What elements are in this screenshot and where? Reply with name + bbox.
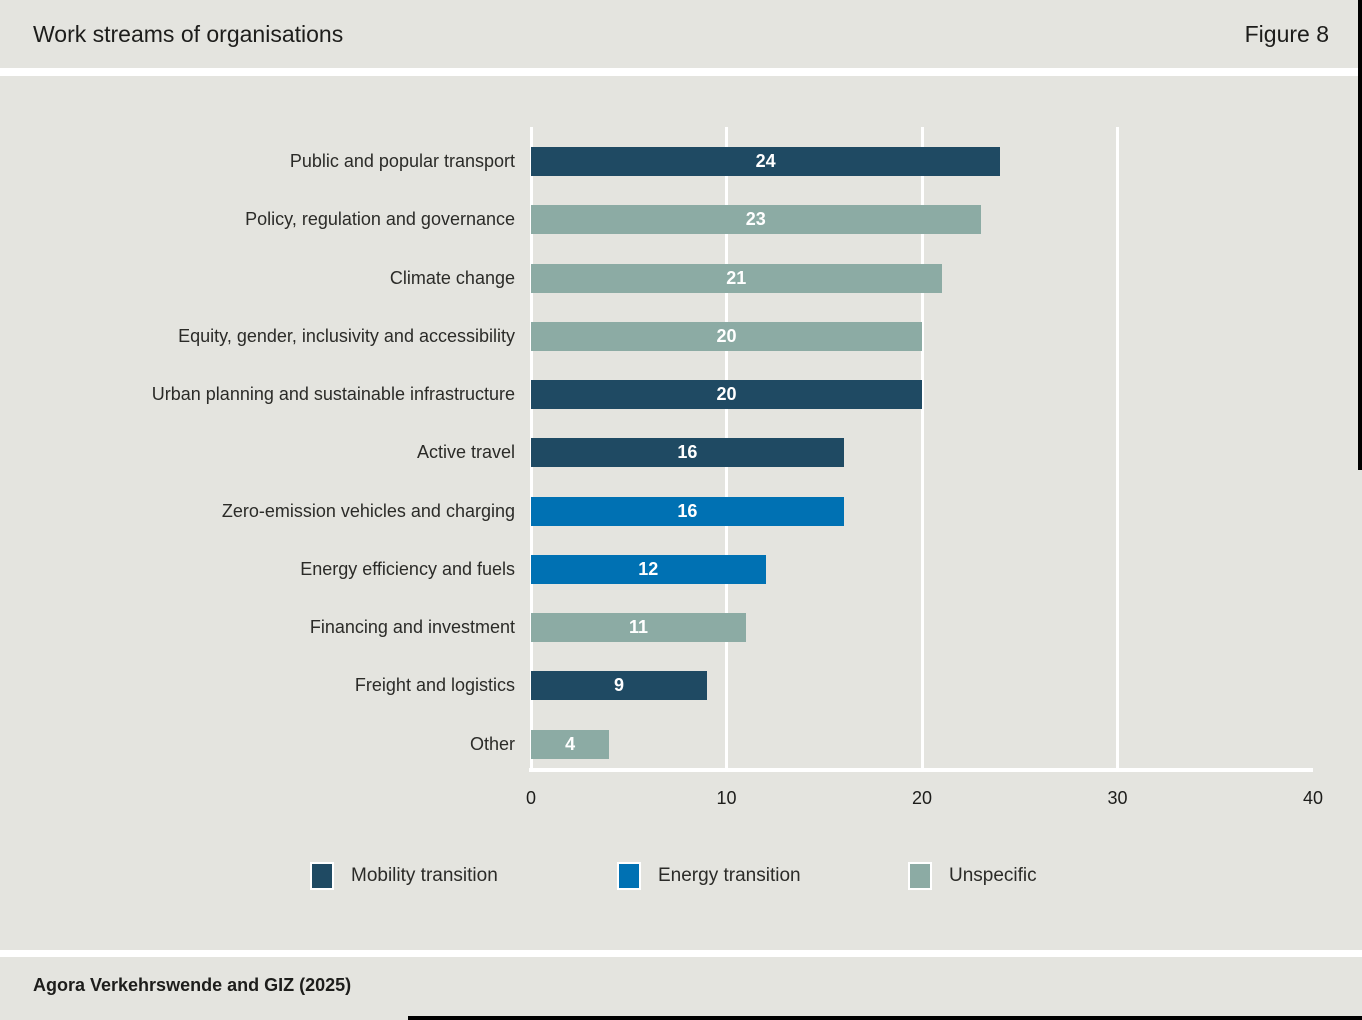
- bar-energy: 12: [531, 554, 766, 584]
- x-tick-label: 40: [1302, 788, 1324, 808]
- x-tick-label: 10: [716, 788, 737, 808]
- bar-value-label: 16: [677, 500, 698, 521]
- legend-item-unspecific: Unspecific: [908, 862, 1037, 890]
- category-label: Zero-emission vehicles and charging: [221, 500, 515, 521]
- figure-number: Figure 8: [1244, 21, 1329, 47]
- legend-item-mobility: Mobility transition: [310, 862, 498, 890]
- bar-value-label: 4: [565, 733, 576, 754]
- category-label: Public and popular transport: [289, 151, 515, 171]
- bar-value-label: 20: [716, 325, 737, 346]
- chart-panel: Public and popular transport Policy, regu…: [0, 76, 1362, 950]
- bar-value-label: 11: [629, 617, 649, 638]
- bar-mobility: 9: [531, 671, 707, 701]
- category-label: Financing and investment: [309, 617, 515, 638]
- bar-energy: 16: [531, 496, 844, 526]
- source-attribution: Agora Verkehrswende and GIZ (2025): [33, 975, 352, 995]
- page-title: Work streams of organisations: [33, 21, 344, 47]
- legend-swatch-mobility: [310, 862, 334, 890]
- category-labels: Public and popular transport Policy, regu…: [0, 127, 515, 772]
- bar-unspecific: 11: [531, 613, 747, 643]
- bar-unspecific: 4: [531, 729, 610, 759]
- bar-unspecific: 21: [531, 263, 942, 293]
- legend-swatch-energy: [617, 862, 641, 890]
- x-tick-label: 0: [525, 788, 536, 808]
- bar-mobility: 24: [531, 147, 1001, 176]
- bar-value-label: 21: [726, 267, 747, 288]
- bar-mobility: 20: [531, 380, 922, 410]
- bar-value-label: 20: [716, 384, 737, 405]
- plot-area: 24 23 21 20 20 16 16 12 11 9 4: [529, 127, 1313, 772]
- category-label: Climate change: [389, 267, 515, 288]
- category-label: Freight and logistics: [354, 675, 515, 696]
- category-label: Urban planning and sustainable infrastru…: [151, 384, 515, 405]
- right-edge-accent-bar: [1358, 0, 1362, 470]
- x-tick-label: 30: [1107, 788, 1128, 808]
- legend: Mobility transition Energy transition Unsp…: [0, 862, 1362, 896]
- legend-label: Unspecific: [949, 865, 1037, 886]
- gridline: [920, 127, 924, 772]
- bar-value-label: 12: [638, 558, 659, 579]
- bar-mobility: 16: [531, 438, 844, 468]
- x-axis-ticks: 0 10 20 30 40: [0, 76, 1362, 950]
- footer-band: [0, 957, 1362, 1020]
- x-axis-line: [529, 768, 1313, 772]
- legend-label: Energy transition: [658, 865, 801, 886]
- bar-unspecific: 23: [531, 205, 981, 235]
- x-tick-label: 20: [911, 788, 933, 808]
- category-label: Equity, gender, inclusivity and accessib…: [178, 325, 515, 346]
- bar-value-label: 23: [745, 209, 766, 230]
- bar-value-label: 16: [677, 442, 698, 463]
- gridline: [1116, 127, 1119, 772]
- category-label: Active travel: [416, 442, 515, 463]
- header-band: [0, 0, 1362, 68]
- category-label: Energy efficiency and fuels: [300, 558, 515, 579]
- category-label: Policy, regulation and governance: [245, 209, 515, 230]
- legend-item-energy: Energy transition: [617, 862, 801, 890]
- bar-value-label: 24: [755, 151, 776, 171]
- legend-label: Mobility transition: [351, 865, 498, 886]
- bar-unspecific: 20: [531, 321, 922, 351]
- bottom-accent-rule: [408, 1016, 1362, 1020]
- bar-value-label: 9: [613, 675, 624, 696]
- legend-swatch-unspecific: [908, 862, 932, 890]
- category-label: Other: [469, 733, 515, 754]
